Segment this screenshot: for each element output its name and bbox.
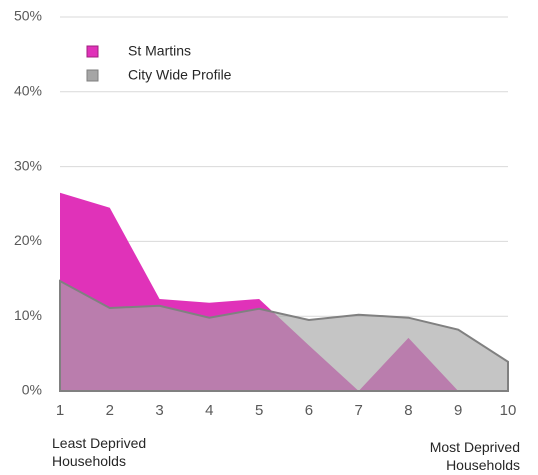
legend-label: St Martins [128,43,191,59]
y-tick-label: 20% [14,232,42,248]
x-tick-label: 7 [354,402,362,419]
x-tick-label: 3 [155,402,163,419]
y-tick-label: 40% [14,83,42,99]
x-tick-label: 6 [305,402,313,419]
x-tick-label: 1 [56,402,64,419]
legend-swatch [86,45,99,58]
y-tick-label: 30% [14,157,42,173]
y-tick-label: 50% [14,8,42,24]
y-tick-label: 10% [14,307,42,323]
legend-label: City Wide Profile [128,67,232,83]
x-tick-label: 8 [404,402,412,419]
annotation-left: Least Deprived Households [52,435,147,469]
x-tick-label: 5 [255,402,263,419]
x-tick-label: 9 [454,402,462,419]
x-tick-label: 4 [205,402,213,419]
x-tick-label: 10 [500,402,517,419]
area [59,279,509,392]
annotation-right: Most Deprived Households [429,439,520,473]
y-tick-label: 0% [22,382,42,398]
x-tick-label: 2 [106,402,114,419]
legend-swatch [86,69,99,82]
